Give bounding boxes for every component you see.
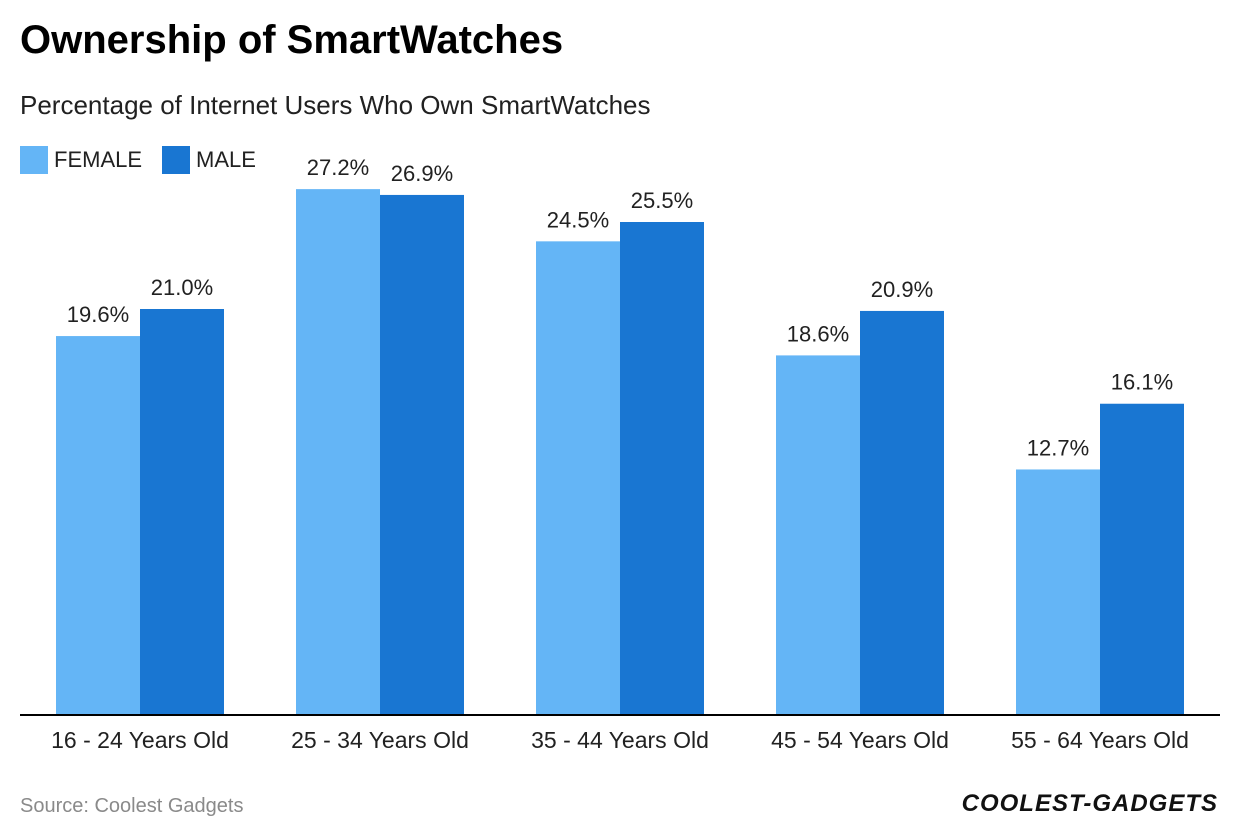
bar-female-4 bbox=[1016, 469, 1100, 715]
data-label-female-1: 27.2% bbox=[307, 155, 369, 180]
data-label-male-2: 25.5% bbox=[631, 188, 693, 213]
bar-male-1 bbox=[380, 194, 464, 715]
legend-label-male: MALE bbox=[196, 147, 256, 172]
bar-female-1 bbox=[296, 189, 380, 716]
bar-female-3 bbox=[776, 355, 860, 715]
x-tick-label-1: 25 - 34 Years Old bbox=[291, 727, 469, 753]
data-label-male-3: 20.9% bbox=[871, 277, 933, 302]
legend: FEMALE MALE bbox=[20, 146, 276, 174]
chart-title: Ownership of SmartWatches bbox=[20, 18, 564, 62]
x-tick-label-0: 16 - 24 Years Old bbox=[51, 727, 229, 753]
bar-male-3 bbox=[860, 310, 944, 715]
legend-swatch-female bbox=[20, 146, 48, 174]
legend-swatch-male bbox=[162, 146, 191, 174]
bar-chart: 19.6% 21.0% 16 - 24 Years Old 27.2% 26.9% 25 … bbox=[20, 155, 1220, 753]
legend-item-male: MALE bbox=[162, 146, 256, 174]
legend-label-female: FEMALE bbox=[54, 147, 143, 172]
bar-male-2 bbox=[620, 222, 704, 715]
source-note: Source: Coolest Gadgets bbox=[20, 795, 244, 817]
data-label-male-0: 21.0% bbox=[151, 275, 213, 300]
data-label-female-0: 19.6% bbox=[67, 302, 129, 327]
x-tick-label-4: 55 - 64 Years Old bbox=[1011, 727, 1189, 753]
x-tick-label-3: 45 - 54 Years Old bbox=[771, 727, 949, 753]
data-label-female-2: 24.5% bbox=[547, 207, 609, 232]
data-label-male-4: 16.1% bbox=[1111, 370, 1173, 395]
bar-male-0 bbox=[140, 309, 224, 715]
data-label-male-1: 26.9% bbox=[391, 161, 453, 186]
bar-male-4 bbox=[1100, 403, 1184, 715]
data-label-female-3: 18.6% bbox=[787, 321, 849, 346]
bar-female-0 bbox=[56, 336, 140, 715]
brand-logo: COOLEST-GADGETS bbox=[961, 790, 1218, 817]
x-tick-label-2: 35 - 44 Years Old bbox=[531, 727, 709, 753]
legend-item-female: FEMALE bbox=[20, 146, 142, 174]
chart-subtitle: Percentage of Internet Users Who Own Sma… bbox=[20, 90, 651, 120]
data-label-female-4: 12.7% bbox=[1027, 435, 1089, 460]
bar-female-2 bbox=[536, 241, 620, 716]
